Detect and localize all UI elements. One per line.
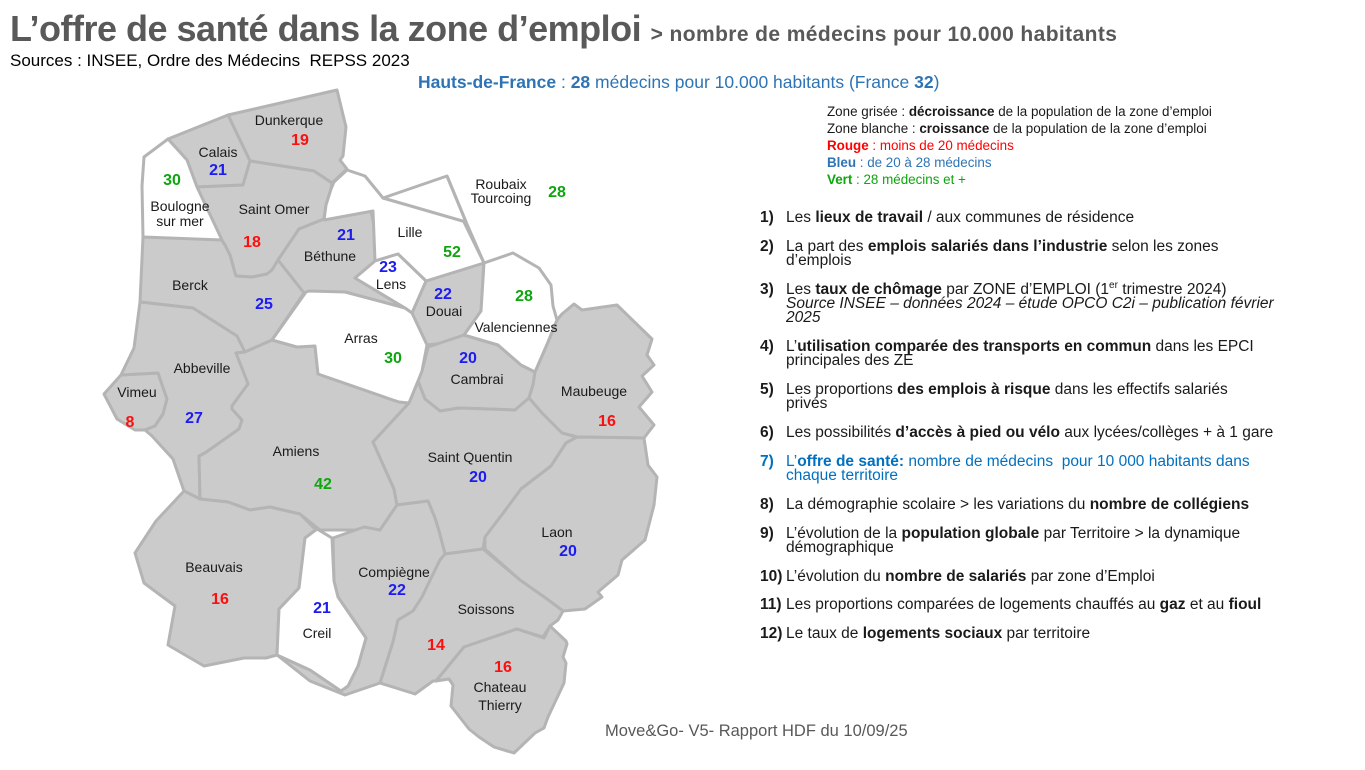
svg-text:22: 22 — [434, 286, 452, 303]
svg-text:42: 42 — [314, 476, 332, 493]
svg-text:16: 16 — [494, 659, 512, 676]
svg-text:25: 25 — [255, 296, 273, 313]
svg-text:Roubaix: Roubaix — [475, 176, 526, 192]
svg-text:16: 16 — [598, 413, 616, 430]
svg-text:18: 18 — [243, 234, 261, 251]
svg-text:Cambrai: Cambrai — [451, 371, 504, 387]
svg-text:Tourcoing: Tourcoing — [471, 190, 532, 206]
svg-text:Thierry: Thierry — [478, 697, 522, 713]
svg-text:30: 30 — [163, 172, 181, 189]
svg-text:Laon: Laon — [541, 524, 572, 540]
svg-text:sur mer: sur mer — [156, 213, 204, 229]
svg-text:28: 28 — [515, 288, 533, 305]
svg-text:21: 21 — [313, 600, 331, 617]
svg-text:28: 28 — [548, 184, 566, 201]
svg-text:Boulogne: Boulogne — [150, 198, 209, 214]
svg-text:Douai: Douai — [426, 303, 463, 319]
svg-text:Saint Omer: Saint Omer — [239, 201, 310, 217]
svg-text:Arras: Arras — [344, 330, 377, 346]
svg-text:Chateau: Chateau — [474, 679, 527, 695]
svg-text:Saint Quentin: Saint Quentin — [428, 449, 513, 465]
svg-text:Creil: Creil — [303, 625, 332, 641]
svg-text:Compiègne: Compiègne — [358, 564, 430, 580]
svg-text:14: 14 — [427, 637, 445, 654]
svg-text:Béthune: Béthune — [304, 248, 356, 264]
svg-text:19: 19 — [291, 132, 309, 149]
svg-text:Maubeuge: Maubeuge — [561, 383, 627, 399]
svg-text:Lille: Lille — [398, 224, 423, 240]
svg-text:23: 23 — [379, 259, 397, 276]
svg-text:52: 52 — [443, 244, 461, 261]
svg-text:Berck: Berck — [172, 277, 209, 293]
svg-text:27: 27 — [185, 410, 203, 427]
svg-text:Dunkerque: Dunkerque — [255, 112, 324, 128]
svg-text:Valenciennes: Valenciennes — [474, 319, 557, 335]
svg-text:16: 16 — [211, 591, 229, 608]
svg-text:21: 21 — [209, 162, 227, 179]
svg-text:20: 20 — [459, 350, 477, 367]
svg-text:20: 20 — [559, 543, 577, 560]
svg-text:Beauvais: Beauvais — [185, 559, 243, 575]
svg-text:Amiens: Amiens — [273, 443, 320, 459]
svg-text:30: 30 — [384, 350, 402, 367]
svg-text:Soissons: Soissons — [458, 601, 515, 617]
svg-text:22: 22 — [388, 582, 406, 599]
svg-text:20: 20 — [469, 469, 487, 486]
svg-text:21: 21 — [337, 227, 355, 244]
svg-text:Abbeville: Abbeville — [174, 360, 231, 376]
svg-text:Vimeu: Vimeu — [117, 384, 156, 400]
svg-text:Calais: Calais — [199, 144, 238, 160]
svg-text:8: 8 — [126, 414, 135, 431]
svg-text:Lens: Lens — [376, 276, 406, 292]
